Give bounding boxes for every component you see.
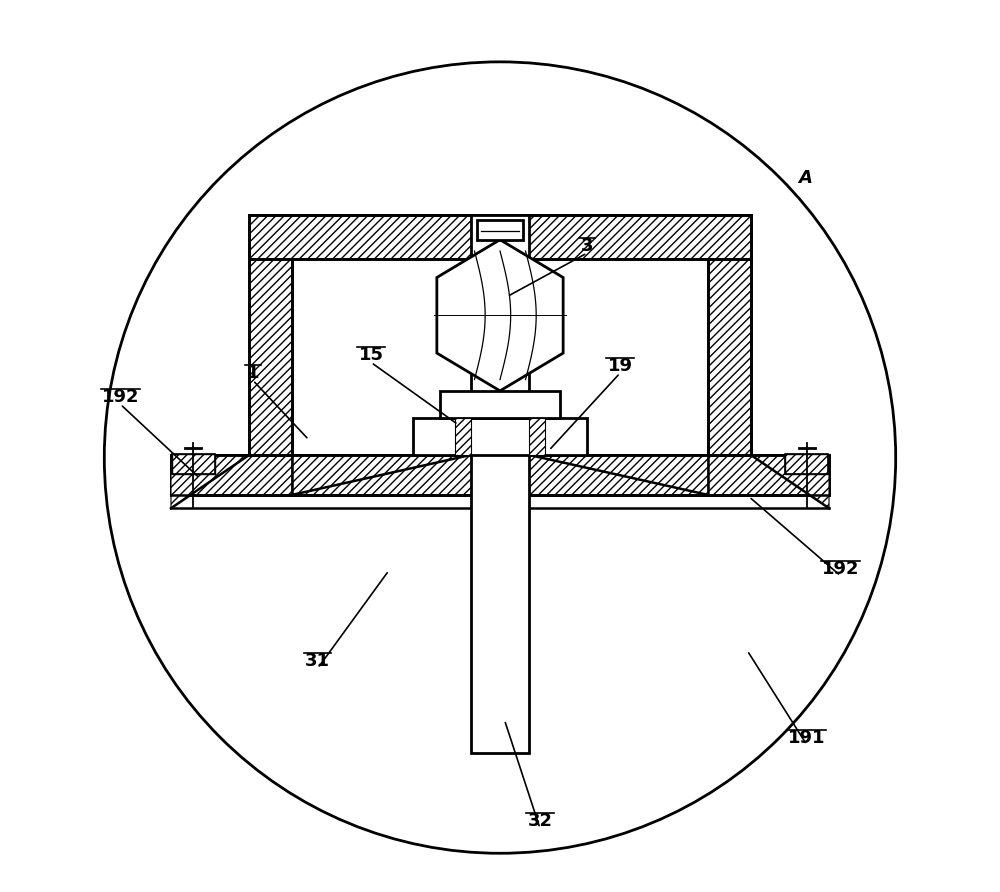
Text: 15: 15 (359, 346, 384, 365)
Bar (413, 417, 587, 455)
Bar (171, 455, 829, 495)
Bar (171, 455, 829, 495)
Bar (440, 391, 560, 417)
Polygon shape (751, 455, 829, 508)
Bar (249, 260, 292, 455)
Text: A: A (798, 169, 812, 186)
Polygon shape (529, 455, 708, 495)
Bar (172, 454, 215, 474)
Bar (785, 454, 828, 474)
Text: 3: 3 (581, 237, 593, 255)
Bar (172, 454, 215, 474)
Polygon shape (292, 455, 471, 495)
Bar (529, 417, 545, 455)
Text: 32: 32 (528, 813, 553, 830)
Text: 191: 191 (788, 729, 826, 747)
Bar (249, 215, 751, 260)
Bar (249, 260, 292, 455)
Bar (477, 220, 523, 240)
Bar (708, 260, 751, 455)
Bar (708, 260, 751, 455)
Bar (455, 417, 471, 455)
Text: 19: 19 (608, 357, 633, 375)
Polygon shape (171, 455, 249, 508)
Text: 192: 192 (102, 388, 139, 406)
Bar (785, 454, 828, 474)
Polygon shape (437, 240, 563, 391)
Text: 31: 31 (305, 652, 330, 670)
Bar (249, 215, 751, 260)
Text: 1: 1 (247, 364, 259, 382)
Bar (471, 215, 529, 753)
Text: 192: 192 (822, 560, 859, 578)
